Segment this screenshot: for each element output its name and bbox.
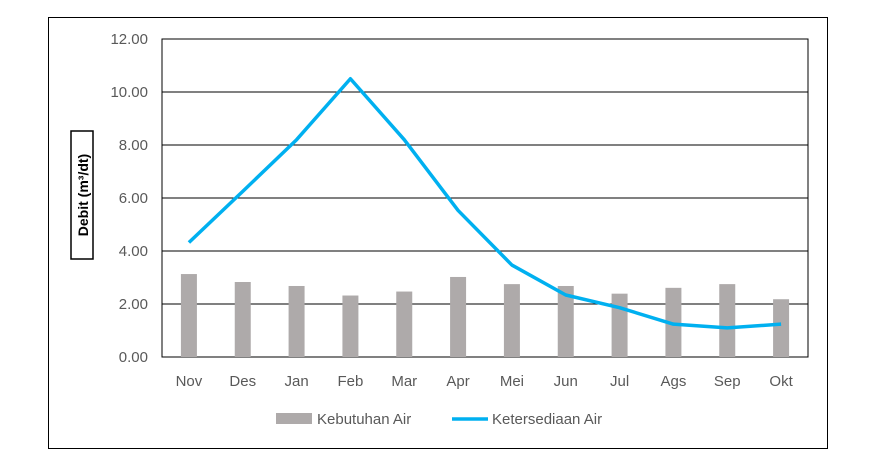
y-tick-label: 8.00	[119, 137, 148, 154]
x-tick-label: Jul	[610, 373, 629, 390]
y-tick-label: 6.00	[119, 190, 148, 207]
y-tick-label: 4.00	[119, 243, 148, 260]
y-axis-label-box	[70, 130, 94, 260]
chart-frame	[48, 17, 828, 449]
bar-jul	[611, 293, 628, 357]
x-tick-label: Sep	[714, 373, 741, 390]
x-tick-label: Jun	[554, 373, 578, 390]
y-tick-label: 10.00	[110, 84, 148, 101]
y-axis-label: Debit (m³/dt)	[75, 154, 91, 236]
legend-swatch-kebutuhan-air	[276, 413, 312, 424]
bar-feb	[342, 295, 359, 357]
bar-nov	[180, 274, 197, 357]
line-ketersediaan-air	[187, 77, 782, 330]
bar-apr	[450, 276, 467, 357]
x-tick-label: Ags	[660, 373, 686, 390]
bar-des	[234, 282, 251, 357]
bar-sep	[719, 284, 736, 357]
x-tick-label: Apr	[446, 373, 469, 390]
y-tick-label: 0.00	[119, 349, 148, 366]
y-tick-label: 2.00	[119, 296, 148, 313]
x-tick-label: Jan	[284, 373, 308, 390]
x-tick-label: Nov	[176, 373, 203, 390]
legend-label: Kebutuhan Air	[317, 411, 411, 428]
x-tick-label: Des	[229, 373, 256, 390]
x-tick-label: Mar	[391, 373, 417, 390]
bar-mar	[396, 291, 413, 357]
bar-okt	[773, 299, 790, 357]
x-tick-label: Feb	[337, 373, 363, 390]
bar-jun	[557, 285, 574, 357]
y-tick-label: 12.00	[110, 31, 148, 48]
legend-label: Ketersediaan Air	[492, 411, 602, 428]
bar-mei	[503, 284, 520, 357]
x-tick-label: Mei	[500, 373, 524, 390]
x-tick-label: Okt	[769, 373, 793, 390]
bar-jan	[288, 285, 305, 357]
